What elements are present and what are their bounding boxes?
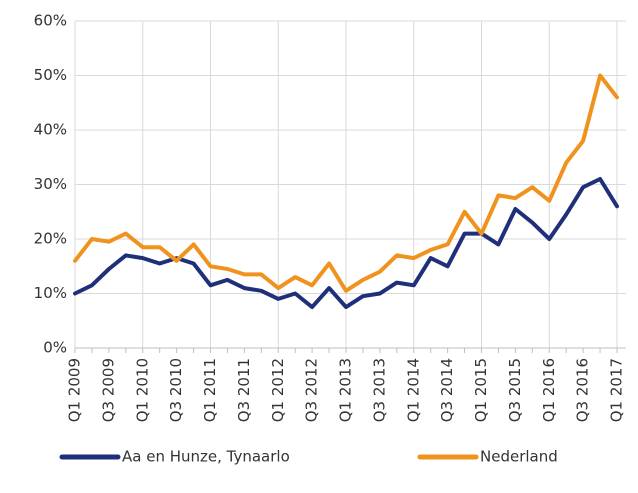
legend-label: Aa en Hunze, Tynaarlo	[122, 448, 290, 466]
x-tick-label: Q3 2009	[99, 358, 117, 422]
x-tick-label: Q3 2015	[506, 358, 524, 422]
x-tick-label: Q3 2011	[235, 358, 253, 422]
x-tick-label: Q1 2014	[404, 358, 422, 422]
x-tick-label: Q3 2014	[438, 358, 456, 422]
x-tick-label: Q3 2010	[167, 358, 185, 422]
y-tick-label: 60%	[34, 12, 67, 30]
x-tick-label: Q1 2011	[201, 358, 219, 422]
y-tick-label: 30%	[34, 175, 67, 193]
x-tick-label: Q1 2013	[337, 358, 355, 422]
x-tick-label: Q1 2010	[133, 358, 151, 422]
y-tick-label: 10%	[34, 284, 67, 302]
line-series	[73, 73, 619, 293]
x-tick-label: Q3 2012	[303, 358, 321, 422]
x-tick-label: Q1 2016	[540, 358, 558, 422]
x-tick-label: Q1 2009	[66, 358, 84, 422]
legend-label: Nederland	[480, 448, 558, 466]
y-tick-label: 20%	[34, 230, 67, 248]
y-tick-label: 40%	[34, 121, 67, 139]
x-tick-label: Q1 2012	[269, 358, 287, 422]
y-tick-label: 0%	[43, 339, 67, 357]
line-series	[73, 177, 619, 310]
x-tick-label: Q1 2015	[472, 358, 490, 422]
x-tick-label: Q3 2016	[574, 358, 592, 422]
x-tick-label: Q3 2013	[370, 358, 388, 422]
y-tick-label: 50%	[34, 66, 67, 84]
x-tick-label: Q1 2017	[608, 358, 626, 422]
